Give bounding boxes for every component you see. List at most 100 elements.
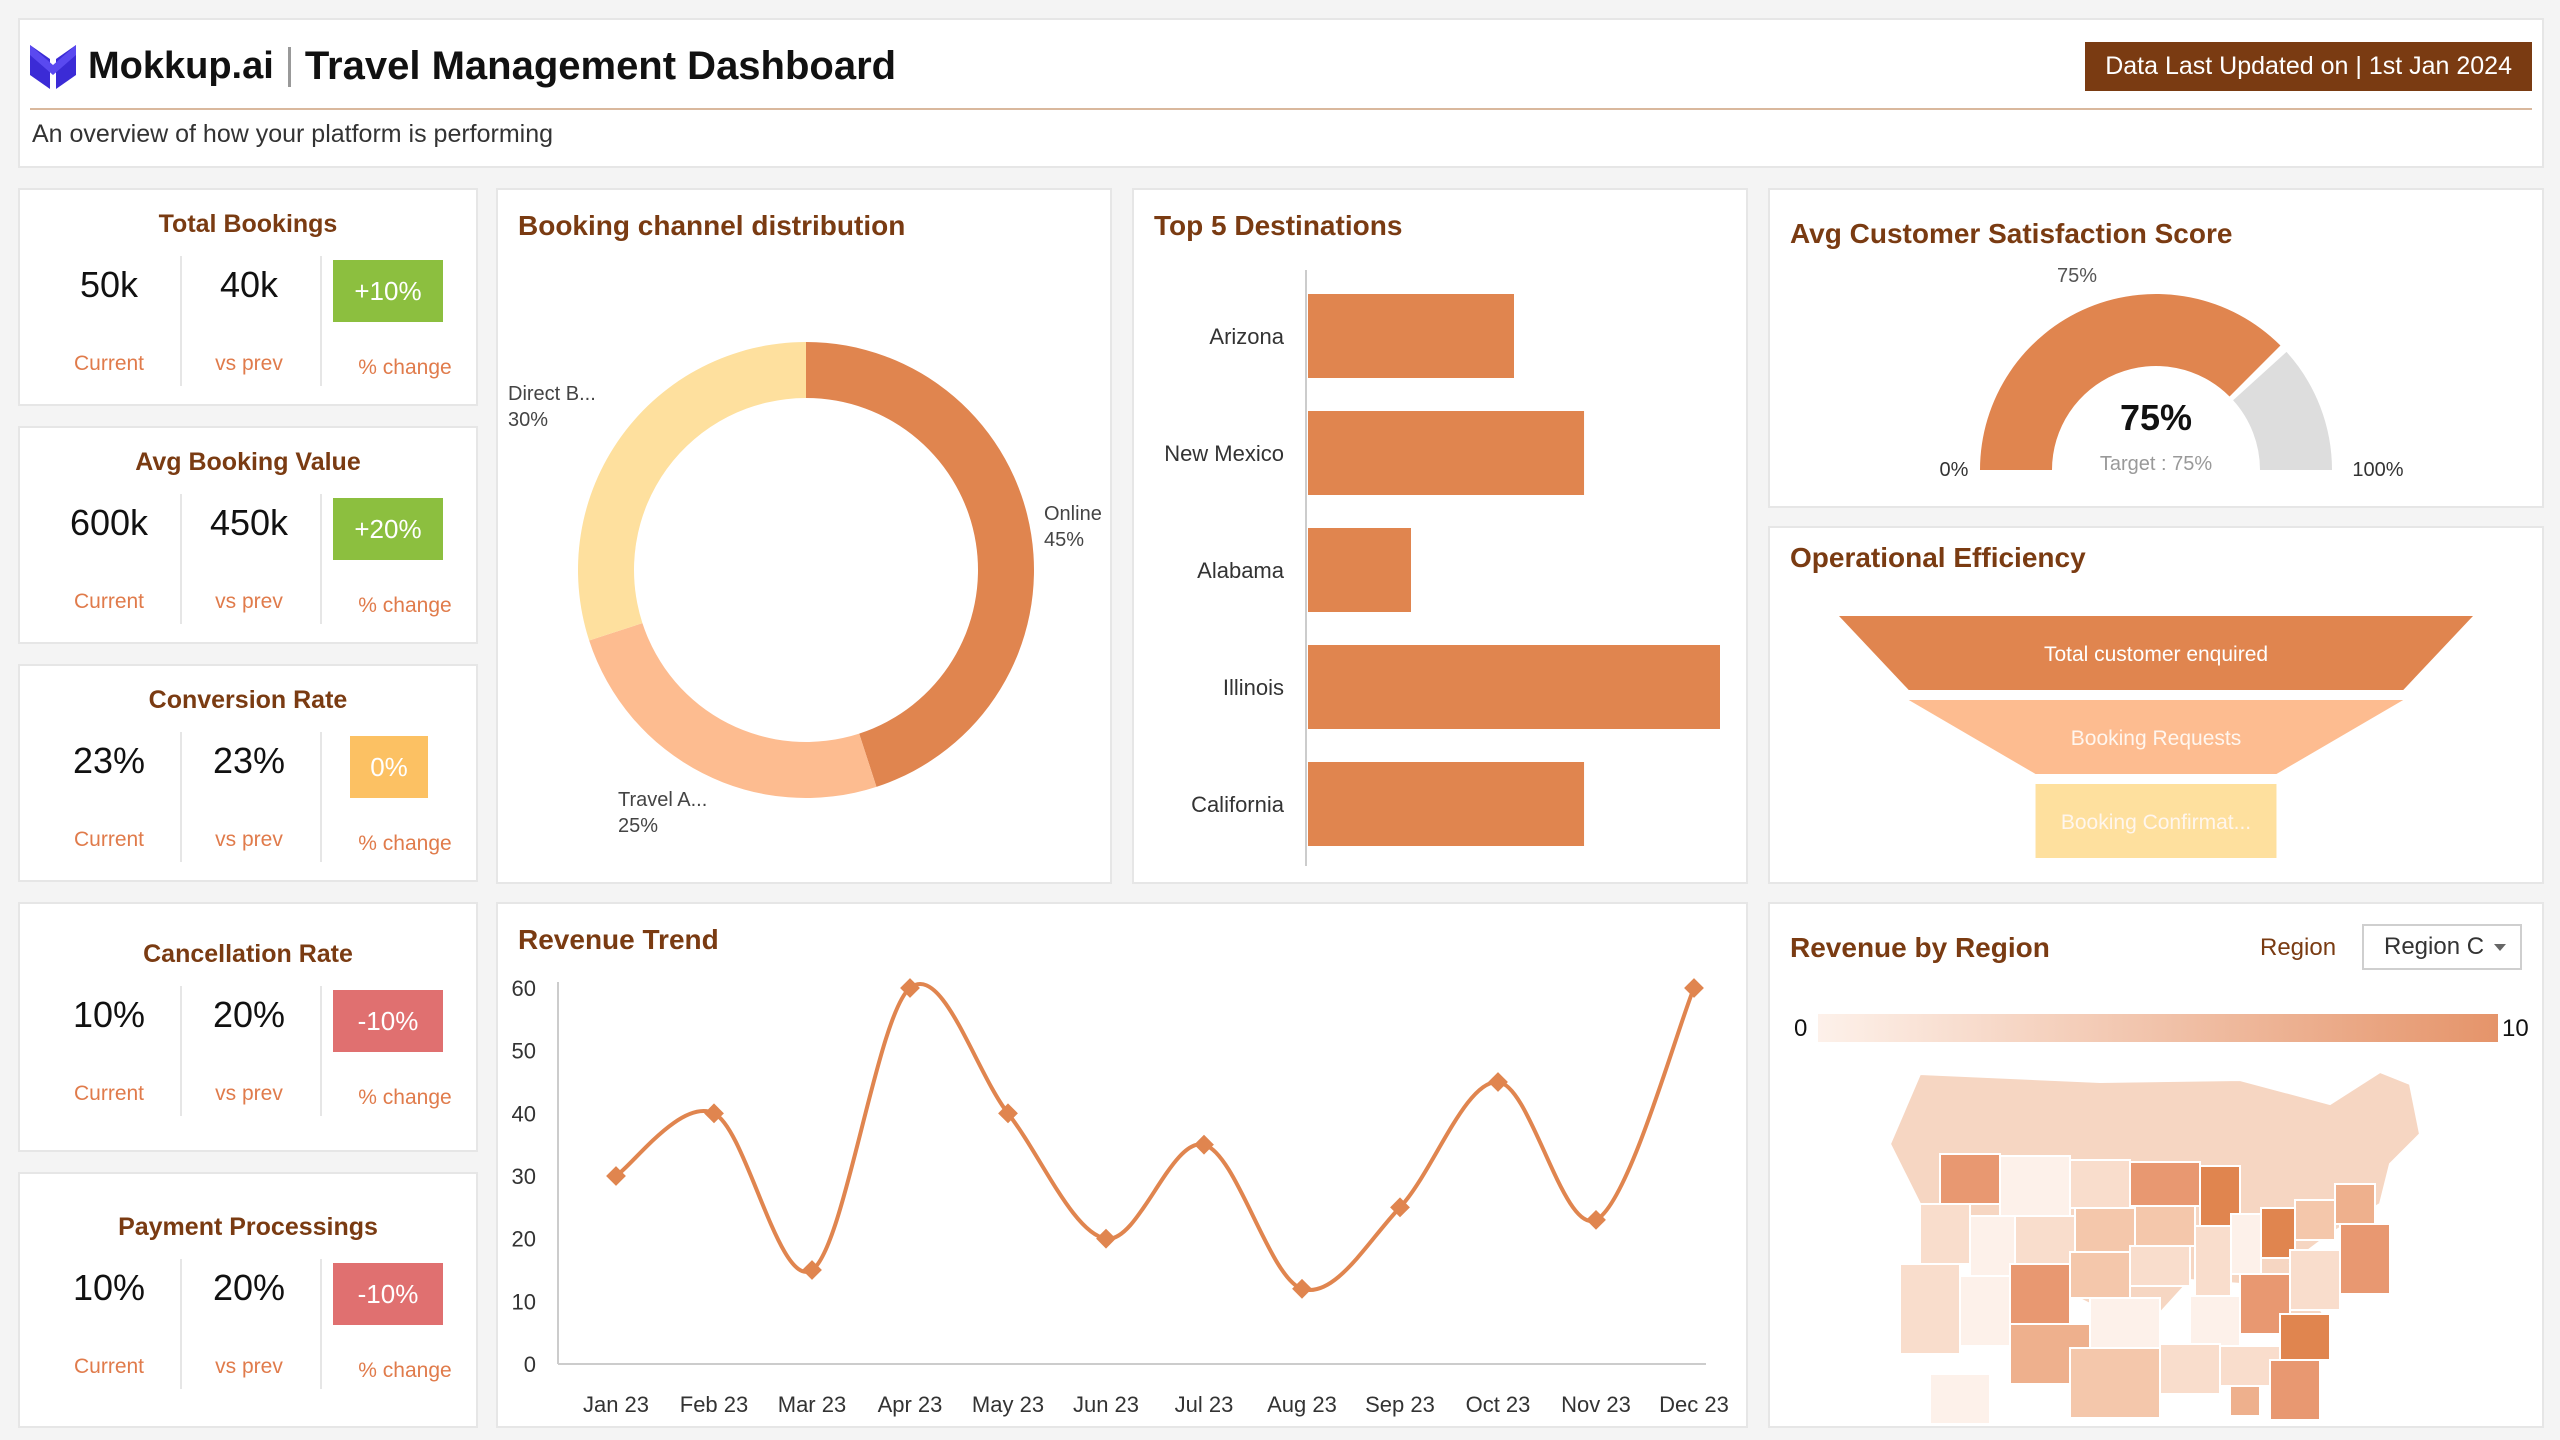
satisfaction-panel: Avg Customer Satisfaction Score 75% 75% Ta… bbox=[1768, 188, 2544, 508]
kpi-change-badge: +10% bbox=[333, 260, 443, 322]
efficiency-title: Operational Efficiency bbox=[1790, 542, 2086, 573]
bar-category-label: Alabama bbox=[1197, 558, 1285, 583]
kpi-prev-value: 20% bbox=[212, 994, 286, 1035]
map-state[interactable] bbox=[2269, 1359, 2321, 1421]
kpi-change-label: % change bbox=[358, 1086, 452, 1109]
map-state[interactable] bbox=[1999, 1155, 2071, 1217]
map-state[interactable] bbox=[2229, 1385, 2261, 1417]
map-state[interactable] bbox=[1959, 1275, 2011, 1347]
map-state[interactable] bbox=[1899, 1263, 1961, 1355]
map-state[interactable] bbox=[1919, 1203, 1971, 1265]
region-select[interactable]: Region C bbox=[2362, 924, 2522, 970]
chevron-down-icon bbox=[2494, 944, 2506, 951]
map-state[interactable] bbox=[2134, 1205, 2196, 1247]
kpi-current-label: Current bbox=[73, 1082, 145, 1105]
revenue-trend-title: Revenue Trend bbox=[518, 924, 719, 955]
kpi-divider bbox=[320, 732, 322, 862]
usa-choropleth-map: 0 10 bbox=[1794, 1014, 2529, 1425]
map-state[interactable] bbox=[2069, 1347, 2161, 1419]
map-state[interactable] bbox=[2194, 1225, 2232, 1297]
y-tick-label: 50 bbox=[512, 1039, 536, 1064]
map-state[interactable] bbox=[2230, 1213, 2262, 1275]
x-tick-label: Aug 23 bbox=[1267, 1392, 1337, 1417]
header: Mokkup.ai Travel Management Dashboard Da… bbox=[18, 18, 2544, 168]
map-state[interactable] bbox=[2069, 1251, 2131, 1299]
map-state[interactable] bbox=[1939, 1153, 2001, 1205]
donut-slice-pct: 45% bbox=[1044, 529, 1084, 551]
x-tick-label: Sep 23 bbox=[1365, 1392, 1435, 1417]
line-point[interactable] bbox=[1096, 1228, 1116, 1249]
kpi-prev-value: 23% bbox=[212, 740, 286, 781]
kpi-title: Avg Booking Value bbox=[135, 448, 361, 476]
kpi-title: Cancellation Rate bbox=[143, 940, 353, 968]
map-state[interactable] bbox=[2159, 1343, 2221, 1395]
map-state[interactable] bbox=[2014, 1215, 2076, 1265]
kpi-title: Payment Processings bbox=[118, 1213, 378, 1241]
page-title: Travel Management Dashboard bbox=[304, 44, 897, 88]
line-point[interactable] bbox=[1292, 1278, 1312, 1299]
x-tick-label: Mar 23 bbox=[778, 1392, 846, 1417]
line-point[interactable] bbox=[1390, 1197, 1410, 1218]
x-tick-label: Jan 23 bbox=[583, 1392, 649, 1417]
map-state[interactable] bbox=[2189, 1295, 2241, 1347]
map-state[interactable] bbox=[1929, 1373, 1991, 1425]
funnel-stage[interactable] bbox=[1839, 616, 2473, 690]
x-tick-label: Dec 23 bbox=[1659, 1392, 1729, 1417]
kpi-divider bbox=[320, 494, 322, 624]
map-state[interactable] bbox=[2129, 1245, 2191, 1287]
funnel-stage[interactable] bbox=[2035, 784, 2277, 858]
donut-slice-label: Online bbox=[1044, 503, 1102, 525]
y-tick-label: 0 bbox=[524, 1352, 536, 1377]
bar[interactable] bbox=[1308, 411, 1585, 495]
kpi-divider bbox=[180, 1259, 182, 1389]
kpi-change-label: % change bbox=[358, 356, 452, 379]
bar-category-label: New Mexico bbox=[1164, 441, 1284, 466]
line-point[interactable] bbox=[1488, 1072, 1508, 1092]
map-state[interactable] bbox=[2294, 1199, 2336, 1241]
y-tick-label: 30 bbox=[512, 1164, 536, 1189]
bar-category-label: California bbox=[1191, 792, 1285, 817]
bar[interactable] bbox=[1308, 762, 1585, 846]
map-state[interactable] bbox=[2129, 1161, 2201, 1207]
booking-channel-panel: Booking channel distribution Online 45% Tr… bbox=[496, 188, 1112, 884]
line-point[interactable] bbox=[1194, 1134, 1214, 1155]
bar[interactable] bbox=[1308, 645, 1720, 729]
line-point[interactable] bbox=[1586, 1209, 1606, 1230]
bar-category-label: Arizona bbox=[1209, 324, 1284, 349]
title-divider bbox=[287, 46, 291, 87]
bar[interactable] bbox=[1308, 294, 1514, 378]
donut-slice-online[interactable] bbox=[806, 342, 1034, 787]
x-tick-label: Apr 23 bbox=[878, 1392, 943, 1417]
map-state[interactable] bbox=[2279, 1313, 2331, 1361]
legend-min: 0 bbox=[1794, 1015, 1807, 1042]
gauge-remainder bbox=[2233, 351, 2332, 470]
kpi-title: Total Bookings bbox=[158, 210, 338, 238]
map-state[interactable] bbox=[2089, 1297, 2161, 1349]
line-point[interactable] bbox=[802, 1260, 822, 1280]
donut-slice-direct-b-[interactable] bbox=[578, 342, 806, 641]
map-state[interactable] bbox=[2069, 1159, 2131, 1209]
map-state[interactable] bbox=[2334, 1183, 2376, 1225]
map-state[interactable] bbox=[2339, 1223, 2391, 1295]
donut-slice-label: Direct B... bbox=[508, 383, 596, 405]
kpi-divider bbox=[320, 256, 322, 386]
line-point[interactable] bbox=[606, 1166, 626, 1186]
donut-slice-travel-a-[interactable] bbox=[589, 623, 877, 798]
bar[interactable] bbox=[1308, 528, 1411, 612]
map-state[interactable] bbox=[2289, 1249, 2341, 1311]
map-state[interactable] bbox=[2009, 1263, 2071, 1325]
line-point[interactable] bbox=[1684, 978, 1704, 998]
destinations-bar-chart: Arizona New Mexico Alabama Illinois Californ… bbox=[1164, 270, 1720, 866]
funnel-stage-label: Total customer enquired bbox=[2044, 643, 2268, 666]
gauge-fill bbox=[1980, 294, 2281, 470]
map-state[interactable] bbox=[1969, 1215, 2016, 1277]
kpi-card: Payment Processings 10% Current 20% vs p… bbox=[18, 1172, 478, 1428]
kpi-card: Total Bookings 50k Current 40k vs prev +… bbox=[18, 188, 478, 406]
funnel-stage[interactable] bbox=[1908, 700, 2404, 774]
kpi-change-label: % change bbox=[358, 594, 452, 617]
kpi-card: Conversion Rate 23% Current 23% vs prev … bbox=[18, 664, 478, 882]
booking-channel-title: Booking channel distribution bbox=[518, 210, 906, 241]
y-tick-label: 60 bbox=[512, 976, 536, 1001]
map-state[interactable] bbox=[2074, 1207, 2136, 1253]
kpi-card: Cancellation Rate 10% Current 20% vs pre… bbox=[18, 902, 478, 1152]
